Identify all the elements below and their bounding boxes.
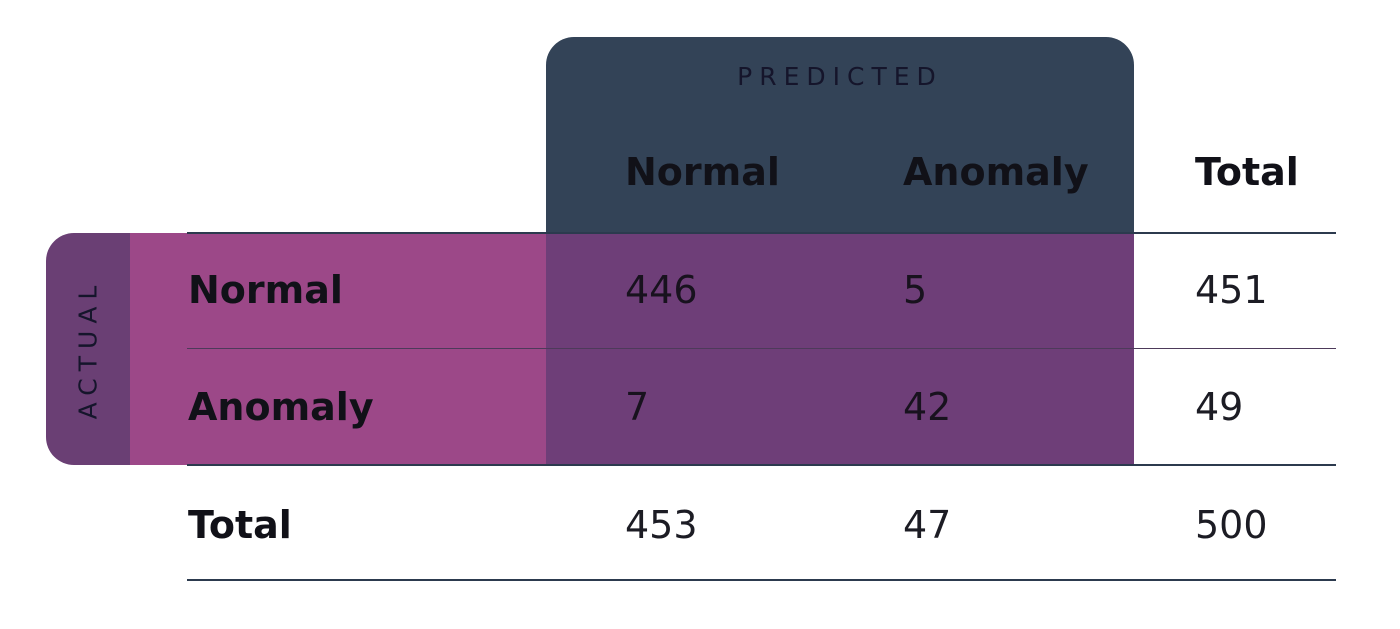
predicted-caption: PREDICTED — [737, 62, 943, 91]
predicted-header-box — [546, 37, 1134, 233]
actual-label-strip — [46, 233, 146, 465]
row-label-normal: Normal — [188, 268, 343, 312]
cell-normal-total: 451 — [1195, 268, 1268, 312]
confusion-cell-band — [546, 233, 1134, 465]
column-header-normal: Normal — [625, 150, 780, 194]
cell-anomaly-total: 49 — [1195, 385, 1244, 429]
column-header-anomaly: Anomaly — [903, 150, 1089, 194]
row-label-anomaly: Anomaly — [188, 385, 374, 429]
table-rule-end — [187, 579, 1336, 581]
cell-normal-normal: 446 — [625, 268, 698, 312]
cell-total-normal: 453 — [625, 503, 698, 547]
cell-total-anomaly: 47 — [903, 503, 952, 547]
row-label-total: Total — [188, 503, 292, 547]
row-label-band — [130, 233, 546, 465]
cell-anomaly-normal: 7 — [625, 385, 650, 429]
cell-total-total: 500 — [1195, 503, 1268, 547]
table-rule-middle — [187, 348, 1336, 349]
cell-anomaly-anomaly: 42 — [903, 385, 952, 429]
cell-normal-anomaly: 5 — [903, 268, 928, 312]
table-rule-bottom — [187, 464, 1336, 466]
table-rule-top — [187, 232, 1336, 234]
column-header-total: Total — [1195, 150, 1299, 194]
